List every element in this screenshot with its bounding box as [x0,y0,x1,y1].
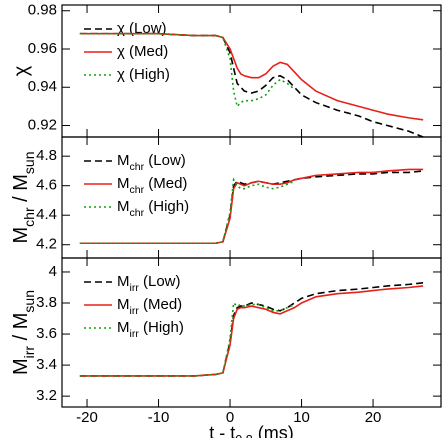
y-axis-label-sub: chr [21,207,37,227]
x-tick-label: -20 [76,409,98,426]
y-axis-label-sub: sun [21,151,37,174]
legend-label-sub: chr [130,184,145,196]
legend-label-part: (Med) [139,296,182,313]
series-line [79,32,424,121]
y-tick-label: 3.4 [36,356,57,373]
x-tick-label: 20 [365,409,382,426]
legend-label: Mchr (High) [117,198,189,219]
y-axis-label: Mirr / Msun [10,290,36,375]
legend-label-sub: chr [130,161,145,173]
legend-label-sub: irr [130,282,140,294]
x-axis-label-part: t - t [209,423,235,438]
legend-label-part: M [117,319,130,336]
legend-label: Mchr (Med) [117,175,187,196]
x-tick-label: 10 [293,409,310,426]
x-axis-label-part: (ms) [253,423,294,438]
y-tick-label: 3.6 [36,325,57,342]
y-tick-label: 3.8 [36,294,57,311]
legend-label: χ (Low) [117,20,167,37]
series-line [79,168,424,245]
legend-label-part: (Low) [139,273,181,290]
x-tick-label: -10 [148,409,170,426]
y-tick-label: 4.4 [36,206,57,223]
y-tick-label: 4.2 [36,236,57,253]
y-axis-label-sub: irr [21,346,37,359]
y-axis-label-sub: sun [21,290,37,313]
y-tick-label: 0.96 [28,40,57,57]
plot-frame [61,257,442,408]
y-tick-label: 0.94 [28,78,57,95]
y-axis-label-part: / M [10,313,32,346]
series-line [79,301,295,377]
legend-label-part: (Med) [144,175,187,192]
y-axis-label-part: M [10,358,32,375]
legend-label-sub: irr [130,305,140,317]
legend-label: Mirr (High) [117,319,184,340]
legend-label-part: (High) [144,198,189,215]
legend-label: Mirr (Low) [117,273,181,294]
x-axis-label-sub: 0.8 [235,433,253,438]
legend-label: χ (High) [117,66,170,83]
y-tick-label: 0.98 [28,2,57,19]
y-axis-label-part: M [10,227,32,244]
legend-label-part: M [117,152,130,169]
legend-label-part: M [117,296,130,313]
legend-label-sub: irr [130,328,140,340]
y-tick-label: 4.6 [36,177,57,194]
legend-label: χ (Med) [117,43,168,60]
y-tick-label: 0.92 [28,116,57,133]
y-tick-label: 4.8 [36,147,57,164]
y-axis-label-part: / M [10,174,32,207]
legend-label-part: M [117,175,130,192]
legend-label-part: (High) [139,319,184,336]
series-line [79,32,295,109]
legend-label: Mirr (Med) [117,296,182,317]
legend-label-part: M [117,198,130,215]
y-tick-label: 3.2 [36,387,57,404]
legend-label-part: M [117,273,130,290]
x-axis-label: t - t0.8 (ms) [209,423,294,438]
y-tick-label: 4 [49,263,57,280]
legend-label-sub: chr [130,207,145,219]
series-line [79,177,295,245]
legend-label-part: (Low) [144,152,186,169]
y-axis-label: χ [10,65,32,76]
x-tick-label: 0 [226,409,234,426]
y-axis-label: Mchr / Msun [10,151,36,243]
legend-label: Mchr (Low) [117,152,186,173]
series-line [79,285,424,377]
